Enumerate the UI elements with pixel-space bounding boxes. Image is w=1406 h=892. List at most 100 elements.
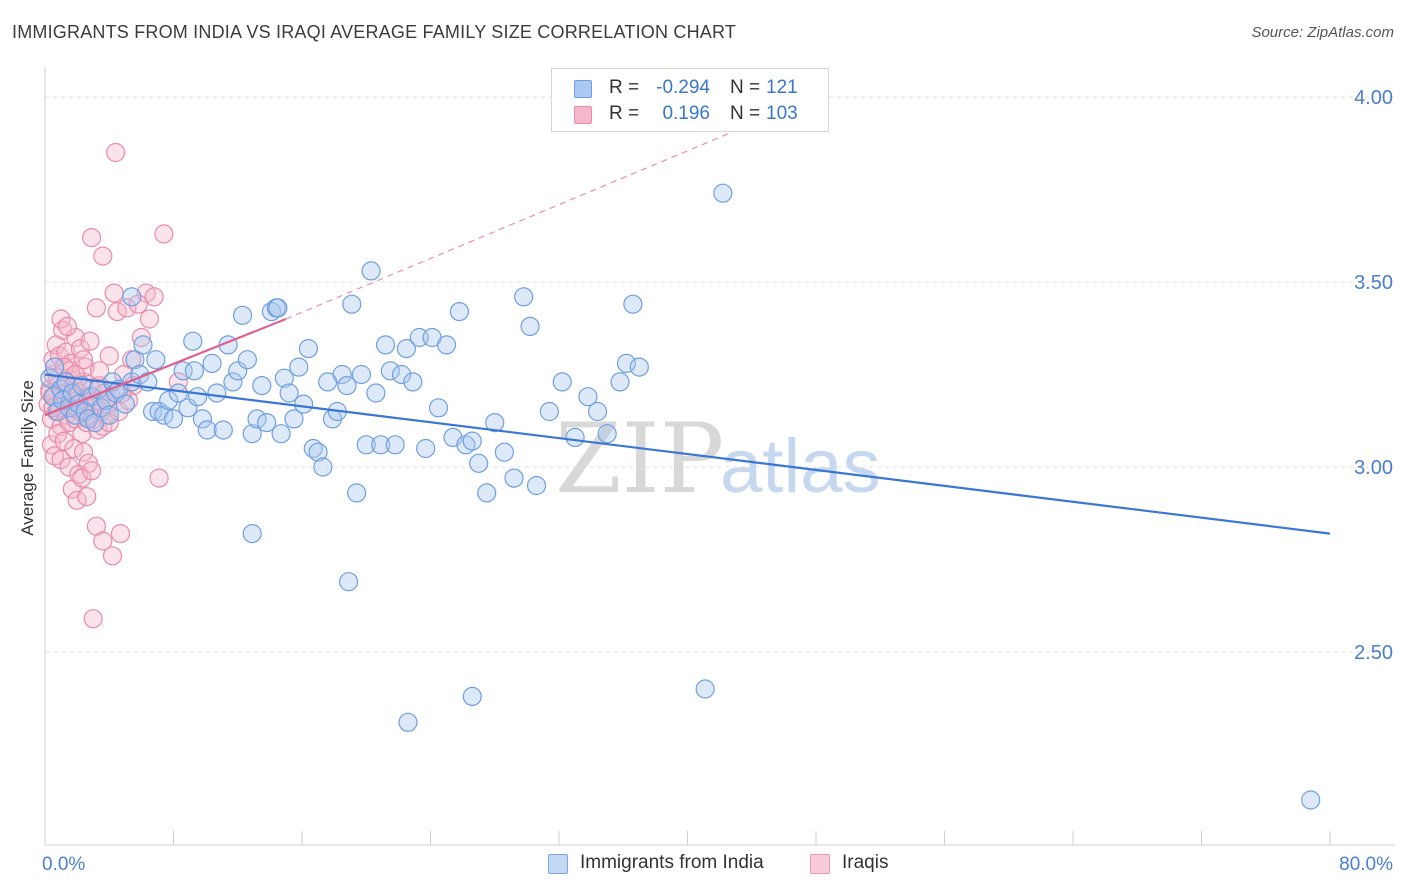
- india-point: [610, 372, 630, 392]
- india-point: [485, 413, 505, 433]
- india-point: [228, 361, 248, 381]
- iraqis-point: [72, 468, 92, 488]
- iraqis-trend-extension: [285, 96, 817, 320]
- iraqis-point: [81, 461, 102, 481]
- india-point: [338, 572, 359, 592]
- india-point: [526, 475, 547, 496]
- india-point: [504, 468, 524, 488]
- india-point: [462, 431, 482, 451]
- india-points: [40, 183, 1321, 810]
- iraqis-point: [144, 287, 164, 307]
- y-tick-label: 2.50: [1354, 642, 1393, 664]
- n-label: N =: [730, 77, 761, 98]
- india-point: [385, 435, 405, 455]
- iraqis-point: [139, 309, 160, 329]
- axes: [44, 67, 1395, 846]
- india-point: [159, 390, 179, 410]
- watermark-atlas: atlas: [720, 424, 881, 509]
- india-point: [143, 401, 163, 422]
- india-point: [192, 409, 213, 429]
- x-tick-label-max: 80.0%: [1339, 854, 1393, 875]
- iraqis-point: [81, 228, 102, 248]
- india-point: [65, 405, 86, 425]
- india-point: [99, 405, 119, 425]
- india-point: [252, 376, 272, 396]
- india-point: [115, 394, 135, 414]
- y-tick-label: 3.00: [1354, 457, 1393, 479]
- india-point: [197, 420, 217, 440]
- iraqis-point: [86, 298, 107, 318]
- iraqis-trend-line: [44, 317, 287, 417]
- x-tick-label-min: 0.0%: [42, 854, 85, 875]
- india-point: [178, 398, 198, 418]
- india-point: [342, 294, 362, 314]
- india-point: [183, 331, 203, 351]
- india-point: [356, 435, 376, 455]
- india-point: [713, 183, 733, 203]
- iraqis-point: [99, 346, 119, 366]
- india-point: [313, 457, 333, 477]
- india-point: [629, 357, 649, 377]
- india-point: [462, 686, 482, 707]
- india-point: [133, 335, 153, 355]
- india-point: [361, 261, 381, 281]
- iraqis-point: [128, 294, 148, 314]
- iraqis-point: [99, 413, 119, 433]
- iraqis-point: [51, 450, 71, 470]
- tick-labels: 2.50 3.00 3.50 4.00 0.0% 80.0%: [42, 87, 1393, 875]
- india-point: [163, 409, 184, 429]
- iraqis-point: [131, 327, 151, 348]
- watermark-zip: ZIP: [555, 403, 724, 515]
- india-point: [616, 353, 637, 373]
- india-point: [154, 405, 174, 425]
- iraqis-point: [57, 316, 78, 336]
- iraqis-point: [80, 331, 100, 351]
- india-point: [398, 712, 418, 732]
- trend-lines: [44, 96, 1331, 535]
- iraqis-point: [51, 309, 71, 329]
- india-point: [294, 394, 314, 414]
- india-point: [428, 398, 449, 418]
- iraqis-point: [117, 298, 137, 318]
- india-point: [332, 364, 352, 385]
- india-point: [565, 427, 585, 447]
- chart-title: IMMIGRANTS FROM INDIA VS IRAQI AVERAGE F…: [12, 22, 737, 42]
- india-point: [213, 420, 233, 440]
- legend-label-india: Immigrants from India: [580, 852, 764, 873]
- india-point: [223, 372, 243, 392]
- india-point: [552, 372, 572, 392]
- source-label: Source: ZipAtlas.com: [1251, 24, 1394, 41]
- india-point: [53, 390, 73, 410]
- iraqis-point: [64, 438, 84, 459]
- iraqis-point: [154, 224, 174, 244]
- india-trend-line: [44, 373, 1331, 535]
- iraqis-point: [104, 283, 124, 303]
- iraqis-point: [59, 457, 79, 477]
- correlation-legend: R = -0.294 N = 121 R = 0.196 N = 103: [551, 68, 829, 132]
- india-point: [695, 679, 715, 699]
- n-value: 103: [766, 103, 798, 124]
- iraqis-point: [54, 431, 74, 451]
- iraqis-point: [56, 342, 76, 362]
- india-point: [514, 287, 534, 307]
- iraqis-point: [70, 339, 90, 359]
- grid-lines: [45, 96, 1395, 653]
- india-point: [268, 298, 288, 318]
- r-value: 0.196: [662, 103, 710, 124]
- india-point: [578, 387, 598, 407]
- india-point: [469, 453, 489, 473]
- legend-row-india: R = -0.294 N = 121: [552, 76, 828, 102]
- india-point: [351, 364, 372, 385]
- india-point: [337, 376, 357, 396]
- iraqis-point: [102, 546, 123, 566]
- india-point: [202, 353, 222, 373]
- india-point: [539, 401, 559, 422]
- india-point: [403, 372, 423, 392]
- n-value: 121: [766, 77, 798, 98]
- india-point: [449, 302, 470, 322]
- india-point: [72, 376, 92, 396]
- india-point: [436, 335, 457, 355]
- iraqis-point: [73, 442, 94, 462]
- iraqis-point: [149, 468, 169, 488]
